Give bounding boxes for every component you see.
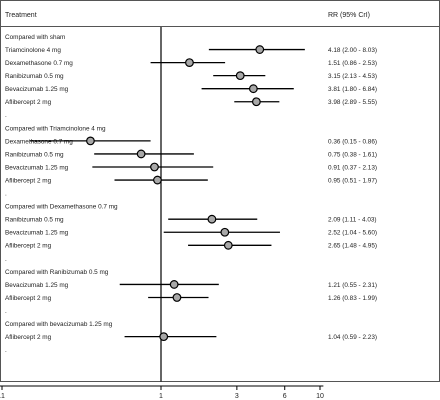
treatment-label: Aflibercept 2 mg: [5, 177, 52, 184]
point-estimate: [248, 84, 258, 94]
group-label: Compared with Dexamethasone 0.7 mg: [5, 204, 118, 211]
x-axis: .1 1 3 6 10: [0, 385, 324, 400]
group-label: Compared with sham: [5, 34, 65, 41]
forest-rows: Compared with sham Triamcinolone 4 mg 4.18…: [5, 27, 377, 382]
treatment-label: Bevacizumab 1.25 mg: [5, 86, 69, 93]
point-estimate: [159, 332, 169, 342]
rr-ci-value: 1.21 (0.55 - 2.31): [328, 282, 377, 289]
x-tick-label: 10: [316, 393, 324, 400]
x-tick-label: 1: [159, 393, 163, 400]
point-estimate: [169, 280, 179, 289]
point-estimate: [251, 97, 261, 107]
point-estimate: [153, 175, 162, 185]
treatment-label: Bevacizumab 1.25 mg: [5, 282, 69, 289]
rr-ci-value: 2.52 (1.04 - 5.60): [328, 230, 377, 237]
rr-ci-value: 1.51 (0.86 - 2.53): [328, 60, 377, 67]
rr-ci-value: 0.36 (0.15 - 0.86): [328, 138, 377, 145]
point-estimate: [255, 45, 265, 54]
treatment-label: Triamcinolone 4 mg: [5, 47, 61, 54]
rr-ci-value: 2.09 (1.11 - 4.03): [328, 217, 377, 224]
treatment-label: Ranibizumab 0.5 mg: [5, 151, 64, 158]
point-estimate: [207, 214, 217, 224]
rr-ci-value: 1.04 (0.59 - 2.23): [328, 334, 377, 341]
treatment-column-header: Treatment: [5, 12, 37, 19]
rr-ci-value: 0.91 (0.37 - 2.13): [328, 164, 377, 171]
treatment-label: Ranibizumab 0.5 mg: [5, 217, 64, 224]
treatment-label: Dexamethasone 0.7 mg: [5, 60, 73, 67]
rr-ci-value: 1.26 (0.83 - 1.99): [328, 295, 377, 302]
rr-ci-value: 3.98 (2.89 - 5.55): [328, 99, 377, 106]
spacer-mark: .: [5, 256, 7, 263]
treatment-label: Aflibercept 2 mg: [5, 243, 52, 250]
treatment-label: Bevacizumab 1.25 mg: [5, 164, 69, 171]
rr-ci-value: 3.15 (2.13 - 4.53): [328, 73, 377, 80]
treatment-label: Dexamethasone 0.7 mg: [5, 138, 73, 145]
point-estimate: [86, 136, 95, 146]
x-tick-label: .1: [0, 393, 5, 400]
x-tick-label: 6: [283, 393, 287, 400]
treatment-label: Ranibizumab 0.5 mg: [5, 73, 64, 80]
point-estimate: [223, 240, 233, 250]
point-estimate: [220, 227, 230, 237]
point-estimate: [235, 71, 245, 81]
spacer-mark: .: [5, 308, 7, 315]
spacer-mark: .: [5, 347, 7, 354]
point-estimate: [136, 149, 146, 159]
rr-ci-value: 4.18 (2.00 - 8.03): [328, 47, 377, 54]
point-estimate: [150, 162, 159, 172]
treatment-label: Aflibercept 2 mg: [5, 295, 52, 302]
group-label: Compared with bevacizumab 1.25 mg: [5, 321, 113, 328]
spacer-mark: .: [5, 191, 7, 198]
rr-ci-value: 2.65 (1.48 - 4.95): [328, 243, 377, 250]
rr-column-header: RR (95% CrI): [328, 12, 370, 19]
group-label: Compared with Triamcinolone 4 mg: [5, 125, 106, 132]
treatment-label: Aflibercept 2 mg: [5, 99, 52, 106]
rr-ci-value: 0.75 (0.38 - 1.61): [328, 151, 377, 158]
rr-ci-value: 3.81 (1.80 - 6.84): [328, 86, 377, 93]
treatment-label: Aflibercept 2 mg: [5, 334, 52, 341]
point-estimate: [172, 293, 182, 302]
treatment-label: Bevacizumab 1.25 mg: [5, 230, 69, 237]
spacer-mark: .: [5, 112, 7, 119]
point-estimate: [185, 58, 194, 67]
rr-ci-value: 0.95 (0.51 - 1.97): [328, 177, 377, 184]
x-tick-label: 3: [235, 393, 239, 400]
group-label: Compared with Ranibizumab 0.5 mg: [5, 269, 109, 276]
